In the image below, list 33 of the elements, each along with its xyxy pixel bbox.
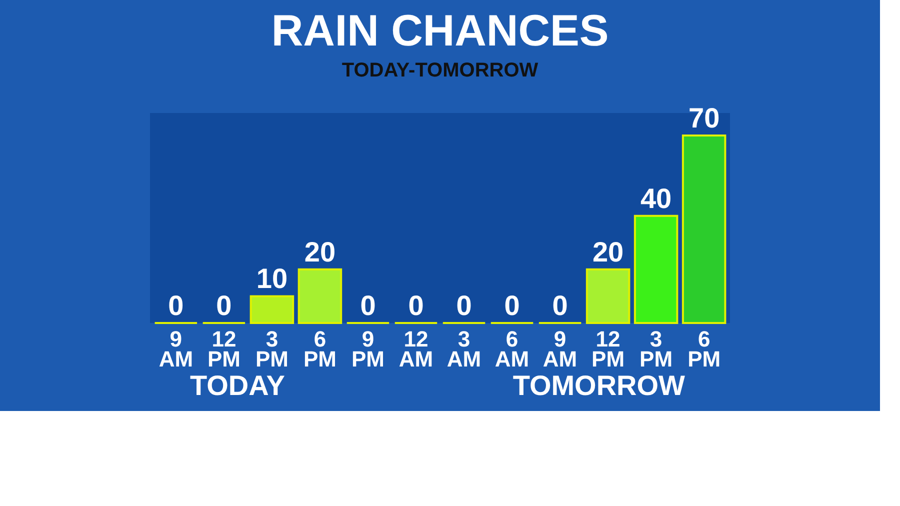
x-tick-label: 9 AM <box>158 326 194 372</box>
data-label: 0 <box>408 290 424 321</box>
bar <box>586 268 630 324</box>
bar <box>250 295 294 324</box>
chart-subtitle: TODAY-TOMORROW <box>342 60 538 82</box>
data-label: 70 <box>688 102 720 134</box>
x-tick-label: 3 PM <box>640 326 673 372</box>
x-tick-label: 12 PM <box>207 326 240 372</box>
bar <box>682 134 726 324</box>
data-label: 0 <box>216 290 232 321</box>
bar <box>634 214 678 324</box>
data-label: 0 <box>552 290 568 321</box>
x-tick-label: 9 PM <box>351 326 384 372</box>
data-label: 10 <box>256 263 288 294</box>
x-tick-label: 12 PM <box>592 326 625 372</box>
data-label: 20 <box>592 236 624 268</box>
data-label: 0 <box>168 290 184 321</box>
data-label: 0 <box>360 290 376 321</box>
text: TODAY <box>190 370 286 401</box>
bar <box>298 268 342 324</box>
x-tick-label: 6 AM <box>494 326 530 372</box>
data-label: 0 <box>504 290 520 321</box>
x-tick-label: 3 PM <box>255 326 288 372</box>
x-tick-label: 3 AM <box>446 326 482 372</box>
chart-title: RAIN CHANCES <box>271 6 609 56</box>
x-tick-label: 9 AM <box>542 326 578 372</box>
x-tick-label: 6 PM <box>303 326 336 372</box>
data-label: 20 <box>304 236 336 268</box>
x-tick-label: 12 AM <box>398 326 434 372</box>
text: TOMORROW <box>512 370 686 401</box>
data-label: 0 <box>456 290 472 321</box>
x-tick-label: 6 PM <box>688 326 721 372</box>
data-label: 40 <box>640 182 672 214</box>
